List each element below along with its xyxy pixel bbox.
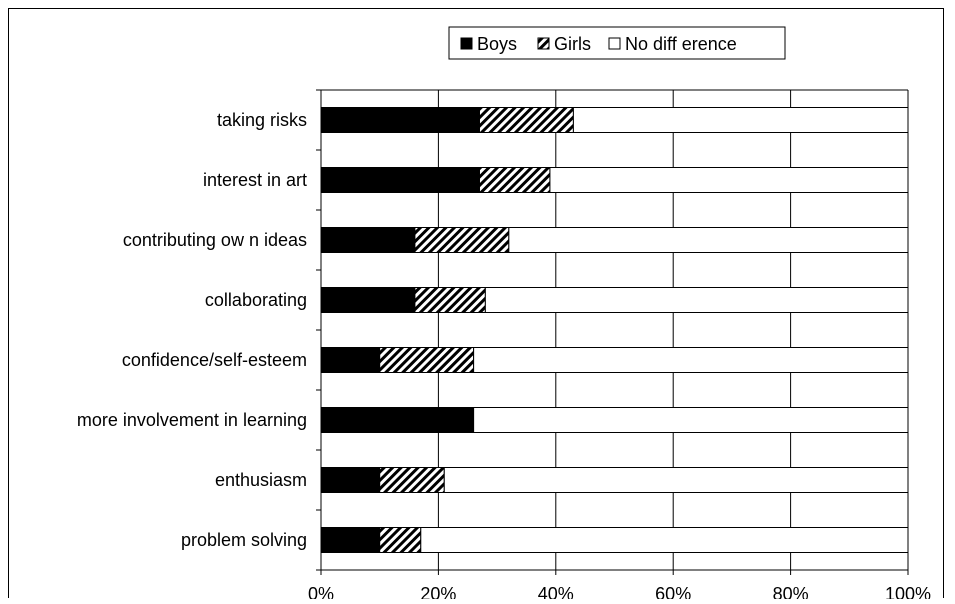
legend-label: No diff erence xyxy=(625,34,737,54)
axes xyxy=(316,89,909,575)
category-label: collaborating xyxy=(205,290,307,310)
bar-no-diff-erence-3 xyxy=(484,287,909,313)
category-label: interest in art xyxy=(203,170,307,190)
bar-girls-2 xyxy=(414,227,510,253)
bar-no-diff-erence-6 xyxy=(443,467,909,493)
legend: Boys Girls No diff erence xyxy=(448,26,786,60)
bar-boys-7 xyxy=(320,527,381,553)
legend-entry-no-diff-erence: No diff erence xyxy=(608,34,737,54)
bar-boys-6 xyxy=(320,467,381,493)
legend-entry-girls: Girls xyxy=(537,34,591,54)
bar-no-diff-erence-4 xyxy=(473,347,909,373)
legend-entry-boys: Boys xyxy=(460,34,517,54)
bar-no-diff-erence-0 xyxy=(572,107,909,133)
bar-girls-4 xyxy=(379,347,475,373)
bar-no-diff-erence-2 xyxy=(508,227,909,253)
bar-girls-1 xyxy=(478,167,551,193)
chart-frame: Boys Girls No diff erence taking risks inte… xyxy=(8,8,944,604)
category-label: taking risks xyxy=(217,110,307,130)
gridlines xyxy=(321,89,909,570)
bar-girls-6 xyxy=(379,467,445,493)
x-tick-label: 0% xyxy=(308,584,334,599)
stacked-bar-chart: Boys Girls No diff erence taking risks inte… xyxy=(77,26,931,604)
x-tick-label: 60% xyxy=(655,584,691,599)
bar-boys-4 xyxy=(320,347,381,373)
category-label: problem solving xyxy=(181,530,307,550)
bars xyxy=(320,107,909,553)
bar-girls-7 xyxy=(379,527,422,553)
category-label: confidence/self-esteem xyxy=(122,350,307,370)
x-tick-label: 80% xyxy=(773,584,809,599)
category-label: enthusiasm xyxy=(215,470,307,490)
tick-labels: 0% 20% 40% 60% 80% 100% xyxy=(308,584,931,604)
category-labels: taking risks interest in art contributing … xyxy=(77,110,307,550)
bar-no-diff-erence-7 xyxy=(420,527,909,553)
bar-boys-0 xyxy=(320,107,480,133)
bar-boys-3 xyxy=(320,287,416,313)
bar-boys-1 xyxy=(320,167,480,193)
legend-label: Boys xyxy=(477,34,517,54)
category-label: contributing ow n ideas xyxy=(123,230,307,250)
legend-swatch xyxy=(608,37,621,50)
legend-swatch xyxy=(537,37,550,50)
bar-no-diff-erence-1 xyxy=(549,167,909,193)
bar-no-diff-erence-5 xyxy=(473,407,909,433)
bar-girls-3 xyxy=(414,287,486,313)
x-tick-label: 100% xyxy=(885,584,931,599)
bar-boys-5 xyxy=(320,407,475,433)
legend-label: Girls xyxy=(554,34,591,54)
x-tick-label: 40% xyxy=(538,584,574,599)
bar-girls-0 xyxy=(478,107,574,133)
bar-boys-2 xyxy=(320,227,416,253)
legend-swatch xyxy=(460,37,473,50)
category-label: more involvement in learning xyxy=(77,410,307,430)
x-tick-label: 20% xyxy=(420,584,456,599)
